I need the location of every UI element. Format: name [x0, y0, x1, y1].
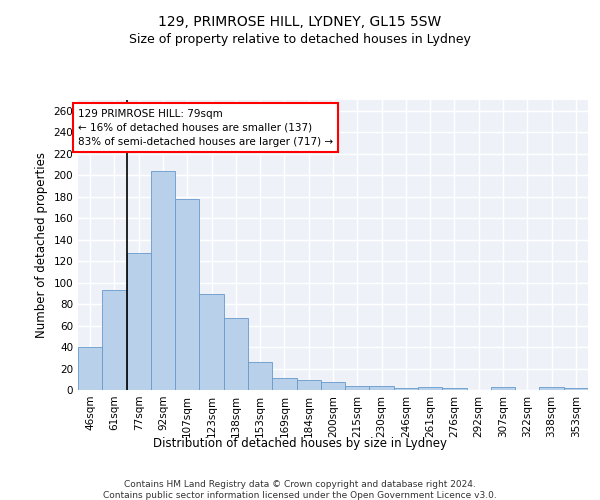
Text: Contains HM Land Registry data © Crown copyright and database right 2024.: Contains HM Land Registry data © Crown c… — [124, 480, 476, 489]
Bar — [539, 387, 564, 390]
Bar — [78, 347, 102, 390]
Text: Contains public sector information licensed under the Open Government Licence v3: Contains public sector information licen… — [103, 491, 497, 500]
Bar — [224, 318, 248, 390]
Bar — [151, 171, 175, 390]
Text: 129 PRIMROSE HILL: 79sqm
← 16% of detached houses are smaller (137)
83% of semi-: 129 PRIMROSE HILL: 79sqm ← 16% of detach… — [78, 108, 333, 146]
Y-axis label: Number of detached properties: Number of detached properties — [35, 152, 48, 338]
Bar — [418, 387, 442, 390]
Bar — [394, 388, 418, 390]
Bar — [102, 290, 127, 390]
Bar — [491, 387, 515, 390]
Bar — [442, 388, 467, 390]
Text: 129, PRIMROSE HILL, LYDNEY, GL15 5SW: 129, PRIMROSE HILL, LYDNEY, GL15 5SW — [158, 15, 442, 29]
Bar — [199, 294, 224, 390]
Bar — [564, 388, 588, 390]
Bar — [370, 386, 394, 390]
Bar — [345, 386, 370, 390]
Bar — [321, 382, 345, 390]
Bar — [127, 252, 151, 390]
Text: Distribution of detached houses by size in Lydney: Distribution of detached houses by size … — [153, 438, 447, 450]
Bar — [175, 199, 199, 390]
Bar — [248, 362, 272, 390]
Bar — [296, 380, 321, 390]
Text: Size of property relative to detached houses in Lydney: Size of property relative to detached ho… — [129, 32, 471, 46]
Bar — [272, 378, 296, 390]
